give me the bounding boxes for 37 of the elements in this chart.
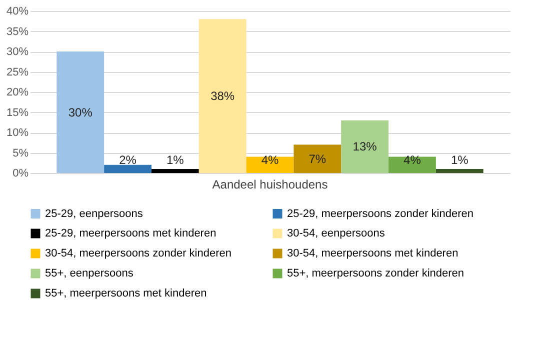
data-label: 1% [166,153,184,168]
y-tick-label: 15% [6,106,29,119]
legend-label: 55+, meerpersoons zonder kinderen [287,268,464,280]
legend-label: 30-54, eenpersoons [287,228,386,240]
y-tick-label: 10% [6,127,29,139]
bar [294,144,342,173]
y-tick-label: 5% [12,147,29,160]
x-tick-label: Aandeel huishoudens [212,178,328,192]
bar [341,120,389,173]
y-tick-label: 35% [6,26,29,38]
data-label: 13% [352,140,378,154]
y-tick-label: 0% [12,168,29,180]
bar [198,19,246,173]
bar [246,156,294,173]
legend-label: 25-29, eenpersoons [45,208,144,220]
bar [388,156,436,173]
legend-label: 25-29, meerpersoons met kinderen [45,228,216,240]
legend-label: 55+, meerpersoons met kinderen [45,288,207,300]
y-tick-label: 25% [6,66,29,78]
data-label: 38% [210,89,235,104]
data-label: 2% [119,153,137,168]
y-tick-label: 20% [6,86,29,98]
legend-label: 55+, eenpersoons [45,268,134,280]
legend-label: 25-29, meerpersoons zonder kinderen [287,208,474,220]
bar [56,52,104,173]
legend-label: 30-54, meerpersoons zonder kinderen [45,248,232,260]
data-label: 4% [261,153,279,168]
y-tick-label: 30% [6,46,29,58]
legend-label: 30-54, meerpersoons met kinderen [287,248,458,260]
data-label: 1% [450,153,469,168]
data-label: 7% [308,152,326,166]
data-label: 4% [404,153,422,168]
bar [436,168,484,173]
bar [104,164,152,173]
bar [151,168,199,173]
y-tick-label: 40% [6,6,29,18]
data-label: 30% [68,105,93,120]
